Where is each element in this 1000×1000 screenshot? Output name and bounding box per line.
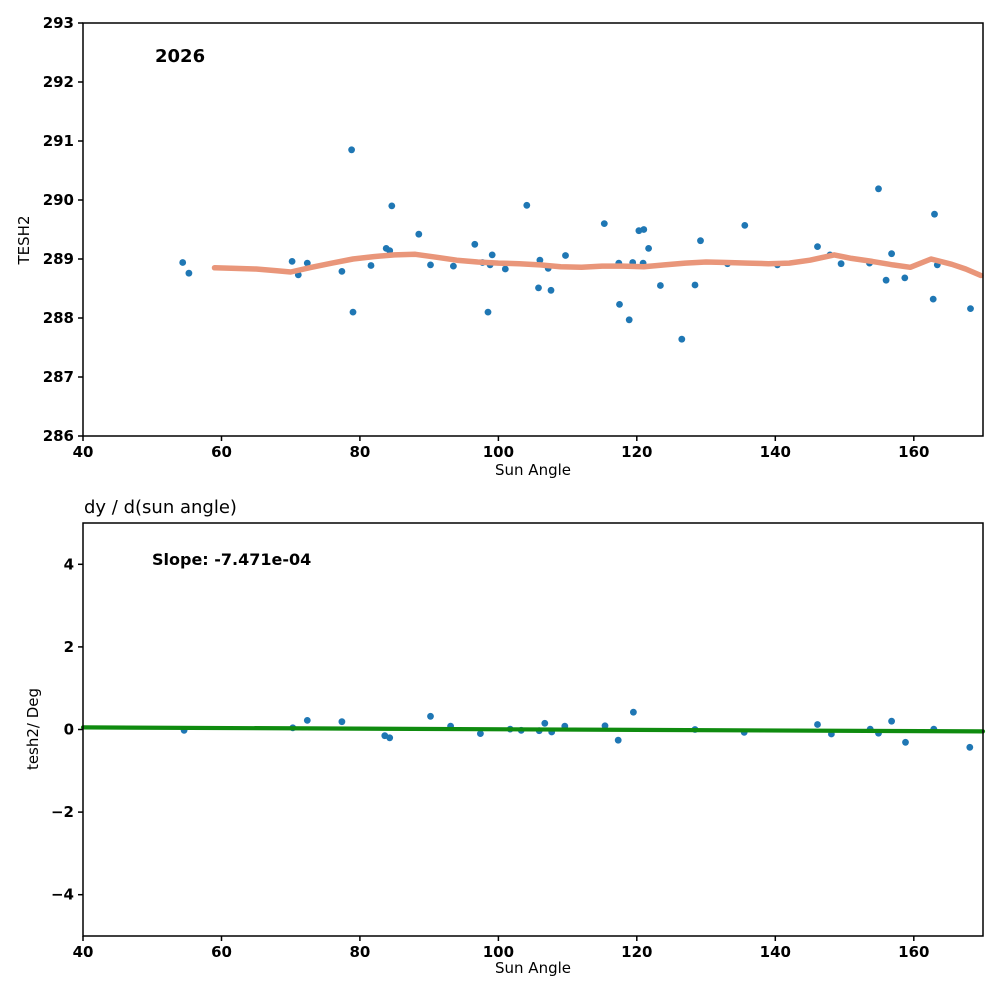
scatter-point bbox=[645, 245, 652, 252]
scatter-point bbox=[931, 210, 938, 218]
x-tick-label: 140 bbox=[760, 443, 791, 461]
x-tick-label: 160 bbox=[898, 943, 929, 961]
scatter-point bbox=[625, 316, 633, 324]
scatter-point bbox=[875, 185, 882, 193]
scatter-point bbox=[966, 743, 974, 751]
scatter-point bbox=[386, 734, 394, 742]
y-tick-label: 293 bbox=[43, 14, 74, 32]
trend-line bbox=[211, 251, 984, 279]
scatter-point bbox=[388, 202, 396, 210]
scatter-point bbox=[547, 286, 555, 294]
scatter-point bbox=[488, 251, 496, 259]
y-tick-label: 292 bbox=[43, 73, 74, 91]
y-tick-label: 290 bbox=[43, 191, 74, 209]
year-annotation: 2026 bbox=[155, 46, 206, 67]
scatter-point bbox=[288, 258, 296, 265]
scatter-point bbox=[901, 274, 909, 282]
y-tick-label: −2 bbox=[51, 803, 74, 821]
x-tick-label: 40 bbox=[73, 943, 94, 961]
top-y-axis-label: TESH2 bbox=[15, 215, 33, 265]
scatter-point bbox=[523, 201, 531, 209]
scatter-point bbox=[814, 721, 821, 728]
scatter-point bbox=[536, 256, 544, 264]
scatter-point bbox=[450, 262, 457, 270]
scatter-point bbox=[616, 301, 623, 308]
scatter-point bbox=[691, 281, 699, 289]
scatter-point bbox=[415, 230, 423, 238]
x-tick-label: 120 bbox=[621, 443, 652, 461]
scatter-point bbox=[179, 259, 187, 266]
x-tick-label: 140 bbox=[760, 943, 791, 961]
x-tick-label: 80 bbox=[349, 943, 370, 961]
scatter-point bbox=[640, 226, 648, 233]
bottom-plot-title: dy / d(sun angle) bbox=[84, 497, 237, 518]
axes-spines bbox=[82, 22, 984, 437]
scatter-point bbox=[535, 284, 542, 292]
scatter-point bbox=[630, 708, 637, 716]
y-tick-label: 0 bbox=[64, 721, 74, 739]
scatter-point bbox=[427, 712, 434, 720]
y-tick-label: 2 bbox=[64, 638, 74, 656]
scatter-point bbox=[348, 146, 355, 154]
scatter-point bbox=[185, 269, 193, 277]
scatter-point bbox=[471, 240, 479, 248]
scatter-point bbox=[484, 308, 492, 316]
scatter-point bbox=[837, 260, 845, 268]
x-tick-label: 40 bbox=[73, 443, 94, 461]
y-tick-label: 286 bbox=[43, 427, 74, 445]
scatter-point bbox=[541, 719, 549, 727]
x-tick-label: 60 bbox=[211, 443, 232, 461]
y-tick-label: 4 bbox=[64, 555, 74, 573]
scatter-point bbox=[303, 259, 311, 267]
scatter-point bbox=[427, 261, 434, 269]
x-tick-label: 120 bbox=[621, 943, 652, 961]
scatter-point bbox=[929, 295, 937, 303]
y-tick-label: 287 bbox=[43, 368, 74, 386]
scatter-point bbox=[678, 335, 686, 343]
scatter-point bbox=[882, 276, 890, 284]
x-tick-label: 100 bbox=[483, 943, 514, 961]
scatter-point bbox=[562, 252, 569, 259]
scatter-point bbox=[367, 262, 375, 269]
scatter-point bbox=[657, 282, 664, 289]
scatter-point bbox=[902, 738, 909, 746]
x-tick-label: 160 bbox=[898, 443, 929, 461]
bottom-x-axis-label: Sun Angle bbox=[495, 959, 571, 977]
scatter-point bbox=[888, 250, 895, 258]
scatter-point bbox=[477, 730, 484, 737]
fit-line bbox=[80, 725, 986, 734]
scatter-point bbox=[967, 305, 974, 312]
y-tick-label: 289 bbox=[43, 250, 74, 268]
y-tick-label: −4 bbox=[51, 886, 74, 904]
scatter-point bbox=[814, 243, 821, 251]
scatter-point bbox=[601, 722, 609, 730]
scatter-point bbox=[303, 717, 311, 724]
x-tick-label: 100 bbox=[483, 443, 514, 461]
scatter-point bbox=[888, 717, 895, 725]
scatter-point bbox=[741, 222, 749, 229]
x-tick-label: 60 bbox=[211, 943, 232, 961]
slope-annotation: Slope: -7.471e-04 bbox=[152, 550, 312, 569]
scatter-point bbox=[338, 718, 346, 726]
scatter-point bbox=[614, 736, 622, 744]
y-tick-label: 288 bbox=[43, 309, 74, 327]
scatter-point bbox=[501, 265, 509, 273]
scatter-point bbox=[349, 308, 357, 316]
bottom-y-axis-label: tesh2/ Deg bbox=[24, 687, 42, 771]
scatter-point bbox=[338, 268, 346, 275]
y-tick-label: 291 bbox=[43, 132, 74, 150]
x-tick-label: 80 bbox=[349, 443, 370, 461]
scatter-point bbox=[697, 237, 704, 245]
top-x-axis-label: Sun Angle bbox=[495, 461, 571, 479]
scatter-point bbox=[600, 220, 608, 228]
